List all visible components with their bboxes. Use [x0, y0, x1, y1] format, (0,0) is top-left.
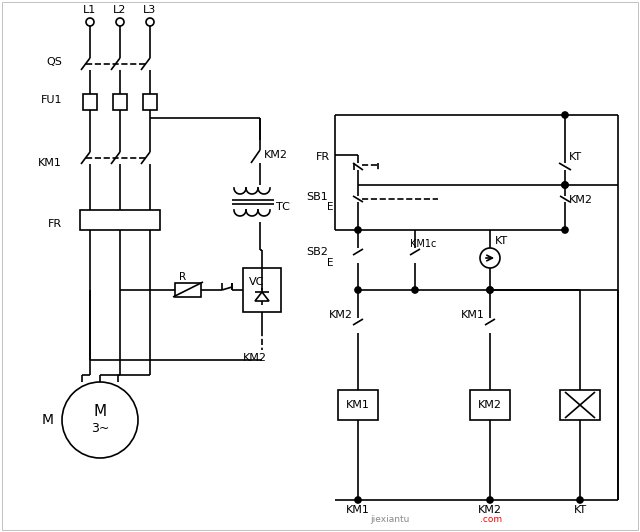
Circle shape: [487, 287, 493, 293]
Text: L1: L1: [83, 5, 97, 15]
Circle shape: [412, 287, 418, 293]
Text: FU1: FU1: [40, 95, 62, 105]
Text: QS: QS: [46, 57, 62, 67]
Circle shape: [577, 497, 583, 503]
Text: 3~: 3~: [91, 421, 109, 435]
Bar: [338, 390, 378, 420]
Circle shape: [355, 497, 361, 503]
Text: FR: FR: [48, 219, 62, 229]
Circle shape: [62, 382, 138, 458]
Text: KM1: KM1: [346, 505, 370, 515]
Circle shape: [562, 227, 568, 233]
Bar: [143, 94, 157, 110]
Text: R: R: [179, 272, 187, 282]
Circle shape: [116, 18, 124, 26]
Circle shape: [146, 18, 154, 26]
Circle shape: [355, 227, 361, 233]
Circle shape: [86, 18, 94, 26]
Text: KM1: KM1: [38, 158, 62, 168]
Text: KM2: KM2: [329, 310, 353, 320]
Bar: [175, 283, 201, 297]
Text: KT: KT: [569, 152, 582, 162]
Text: KM1: KM1: [461, 310, 485, 320]
Text: TC: TC: [276, 202, 290, 212]
Text: KM2: KM2: [243, 353, 267, 363]
Text: KT: KT: [495, 236, 508, 246]
Text: .com: .com: [480, 516, 502, 525]
Bar: [243, 268, 281, 312]
Text: SB1: SB1: [307, 192, 328, 202]
Circle shape: [487, 287, 493, 293]
Text: KT: KT: [573, 505, 587, 515]
Circle shape: [355, 287, 361, 293]
Bar: [83, 94, 97, 110]
Text: KM1c: KM1c: [410, 239, 436, 249]
Bar: [80, 210, 160, 230]
Text: SB2: SB2: [306, 247, 328, 257]
Text: KM2: KM2: [478, 505, 502, 515]
Circle shape: [487, 497, 493, 503]
Bar: [113, 94, 127, 110]
Text: KM1: KM1: [346, 400, 370, 410]
Text: KM2: KM2: [478, 400, 502, 410]
Text: M: M: [42, 413, 54, 427]
Bar: [560, 390, 600, 420]
Circle shape: [562, 112, 568, 118]
Text: M: M: [93, 404, 107, 420]
Text: E: E: [326, 202, 333, 212]
Text: jiexiantu: jiexiantu: [371, 516, 410, 525]
Circle shape: [562, 182, 568, 188]
Text: VC: VC: [250, 277, 265, 287]
Circle shape: [480, 248, 500, 268]
Circle shape: [562, 182, 568, 188]
Text: L3: L3: [143, 5, 157, 15]
Text: FR: FR: [316, 152, 330, 162]
Text: E: E: [326, 258, 333, 268]
Bar: [470, 390, 510, 420]
Text: KM2: KM2: [569, 195, 593, 205]
Text: KM2: KM2: [264, 150, 288, 160]
Text: L2: L2: [113, 5, 127, 15]
